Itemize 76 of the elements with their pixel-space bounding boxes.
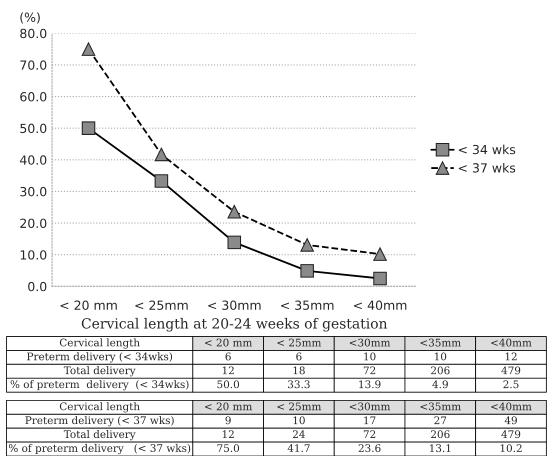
point — [228, 204, 242, 218]
text: <30mm — [350, 338, 390, 347]
point — [228, 236, 242, 250]
text: 33.3 — [288, 380, 310, 388]
point — [373, 247, 387, 261]
text: 4.9 — [432, 380, 448, 388]
text: 10 — [294, 416, 305, 424]
x-tick-label: < 30mm — [208, 300, 261, 310]
text: 12 — [222, 366, 234, 374]
y-tick-label: 70.0 — [20, 60, 46, 70]
text: 17 — [364, 416, 376, 424]
text: Total delivery — [64, 430, 136, 440]
text: 13.9 — [359, 380, 380, 388]
point — [373, 272, 387, 286]
point — [82, 121, 96, 135]
text: <40mm — [491, 338, 532, 347]
text: 18 — [294, 366, 305, 374]
text: 10 — [434, 352, 446, 360]
text: <35mm — [420, 338, 461, 347]
text: Preterm delivery (< 37 wks) — [25, 416, 174, 426]
text: 13.1 — [430, 444, 450, 452]
text: < 25mm — [277, 338, 322, 347]
text: 27 — [434, 416, 446, 424]
text: 2.5 — [503, 380, 518, 388]
point — [300, 264, 314, 278]
text: 12 — [222, 430, 234, 438]
text: 50.0 — [217, 380, 240, 388]
text: Total delivery — [64, 366, 136, 376]
y-tick-label: 40.0 — [20, 155, 46, 165]
x-tick-label: < 25mm — [135, 300, 188, 310]
y-tick-label: 0.0 — [28, 282, 46, 292]
x-axis-title: Cervical length at 20-24 weeks of gestation — [82, 318, 388, 332]
text: 10.2 — [500, 444, 522, 452]
point — [154, 174, 168, 188]
y-tick-label: 50.0 — [20, 124, 46, 134]
text: 9 — [226, 416, 231, 424]
text: 6 — [226, 352, 231, 360]
y-tick-label: 30.0 — [20, 186, 46, 196]
text: Cervical length — [60, 338, 140, 349]
text: 479 — [501, 366, 520, 374]
text: 24 — [292, 430, 305, 438]
text: Cervical length — [60, 402, 140, 412]
x-tick-label: < 20 mm — [60, 300, 117, 310]
text: 75.0 — [217, 444, 240, 452]
text: < 20 mm — [205, 402, 252, 410]
x-tick-label: < 35mm — [281, 300, 334, 310]
text: % of preterm delivery (< 34wks) — [10, 380, 189, 390]
text: 12 — [506, 352, 517, 360]
text: < 25mm — [277, 402, 322, 410]
text: 10 — [364, 352, 376, 360]
text: 206 — [431, 366, 450, 374]
text: 206 — [431, 430, 450, 438]
text: 23.6 — [358, 444, 381, 452]
y-tick-label: 60.0 — [20, 92, 46, 102]
text: 479 — [501, 430, 520, 438]
y-tick-label: 80.0 — [20, 28, 46, 38]
text: 72 — [364, 430, 376, 438]
text: 49 — [504, 416, 517, 424]
text: 41.7 — [288, 444, 310, 452]
y-axis-title: (%) — [20, 12, 40, 24]
y-tick-label: 10.0 — [20, 250, 46, 260]
text: <30mm — [350, 402, 390, 410]
point — [82, 42, 96, 56]
point — [154, 148, 168, 162]
y-tick-label: 20.0 — [20, 218, 46, 228]
text: < 20 mm — [205, 338, 252, 347]
text: <35mm — [420, 402, 461, 410]
x-tick-label: < 40mm — [354, 300, 406, 310]
text: 6 — [296, 352, 302, 360]
text: 72 — [364, 366, 376, 374]
point — [300, 238, 314, 252]
text: Preterm delivery (< 34wks) — [27, 352, 172, 363]
text: % of preterm delivery (< 37 wks) — [8, 444, 190, 454]
legend-label: < 37 wks — [458, 162, 516, 173]
text: <40mm — [491, 402, 532, 410]
legend-label: < 34 wks — [458, 144, 516, 154]
